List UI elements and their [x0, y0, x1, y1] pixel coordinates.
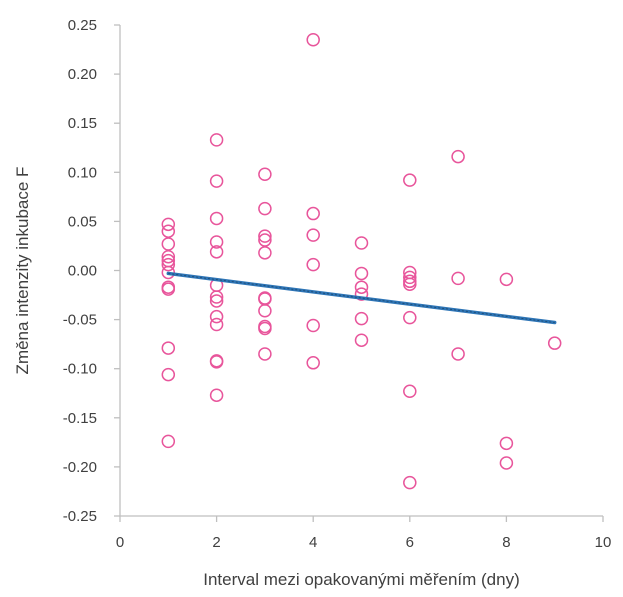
data-point [499, 436, 514, 451]
data-point [209, 309, 224, 324]
data-point [403, 277, 417, 291]
x-tick-label: 2 [212, 534, 220, 551]
data-point [161, 434, 176, 449]
data-point [403, 384, 417, 399]
y-tick-label: -0.10 [63, 361, 97, 378]
data-point [209, 174, 224, 188]
data-point [547, 336, 562, 350]
data-point [354, 236, 369, 250]
data-point [209, 245, 224, 259]
data-point [258, 233, 272, 247]
y-tick-label: -0.20 [63, 459, 97, 476]
data-point [451, 271, 465, 286]
x-axis-title: Interval mezi opakovanými měřením (dny) [203, 570, 520, 589]
y-tick-label: 0.05 [68, 213, 97, 230]
y-tick-label: -0.25 [63, 508, 97, 525]
data-point [306, 206, 320, 221]
y-tick-label: 0.15 [68, 115, 97, 132]
y-tick-label: 0.20 [68, 66, 97, 83]
y-tick-label: 0.00 [68, 263, 97, 280]
data-point [209, 294, 224, 308]
data-point [258, 347, 272, 361]
y-tick-label: 0.10 [68, 164, 97, 181]
data-point [209, 133, 224, 147]
data-point [161, 282, 176, 296]
data-point [451, 149, 465, 164]
data-point [209, 388, 224, 402]
axis-ticks: 0.25 0.20 0.15 0.10 0.05 0.00 -0.05 -0.10 -0.15 -… [63, 17, 612, 551]
data-point [258, 246, 272, 260]
y-axis-title: Změna intenzity inkubace F [13, 167, 32, 375]
data-point [354, 333, 369, 347]
y-tick-label: -0.15 [63, 410, 97, 427]
data-point [258, 292, 272, 306]
data-point [306, 318, 320, 333]
x-tick-label: 10 [595, 534, 612, 551]
data-point [354, 266, 369, 281]
data-point [258, 229, 272, 243]
data-point [258, 304, 272, 318]
data-point [403, 173, 417, 187]
data-point [209, 290, 224, 304]
data-point [161, 217, 176, 232]
data-point [161, 341, 176, 355]
data-point [499, 272, 514, 287]
data-point [161, 237, 176, 251]
data-point [258, 321, 272, 336]
data-point [499, 456, 514, 470]
data-point [209, 355, 224, 369]
data-points [161, 32, 562, 490]
data-point [209, 235, 224, 249]
data-point [161, 257, 176, 272]
trendline-dash-overlay [168, 272, 555, 324]
x-tick-label: 4 [309, 534, 317, 551]
data-point [451, 347, 465, 361]
data-point [209, 317, 224, 332]
data-point [258, 167, 272, 182]
data-point [403, 475, 417, 490]
x-tick-label: 6 [406, 534, 414, 551]
data-point [306, 356, 320, 370]
data-point [161, 250, 176, 264]
data-point [403, 270, 417, 285]
data-point [306, 257, 320, 272]
axes [119, 25, 603, 517]
data-point [354, 280, 369, 294]
data-point [354, 287, 369, 301]
data-point [354, 311, 369, 326]
data-point [258, 201, 272, 216]
x-tick-label: 8 [502, 534, 510, 551]
y-tick-label: 0.25 [68, 17, 97, 34]
data-point [209, 211, 224, 226]
data-point [403, 310, 417, 325]
data-point [161, 224, 176, 238]
data-point [306, 228, 320, 242]
data-point [161, 367, 176, 382]
data-point [306, 32, 320, 47]
trendline-group [166, 271, 557, 325]
y-tick-label: -0.05 [63, 312, 97, 329]
x-tick-label: 0 [116, 534, 124, 551]
